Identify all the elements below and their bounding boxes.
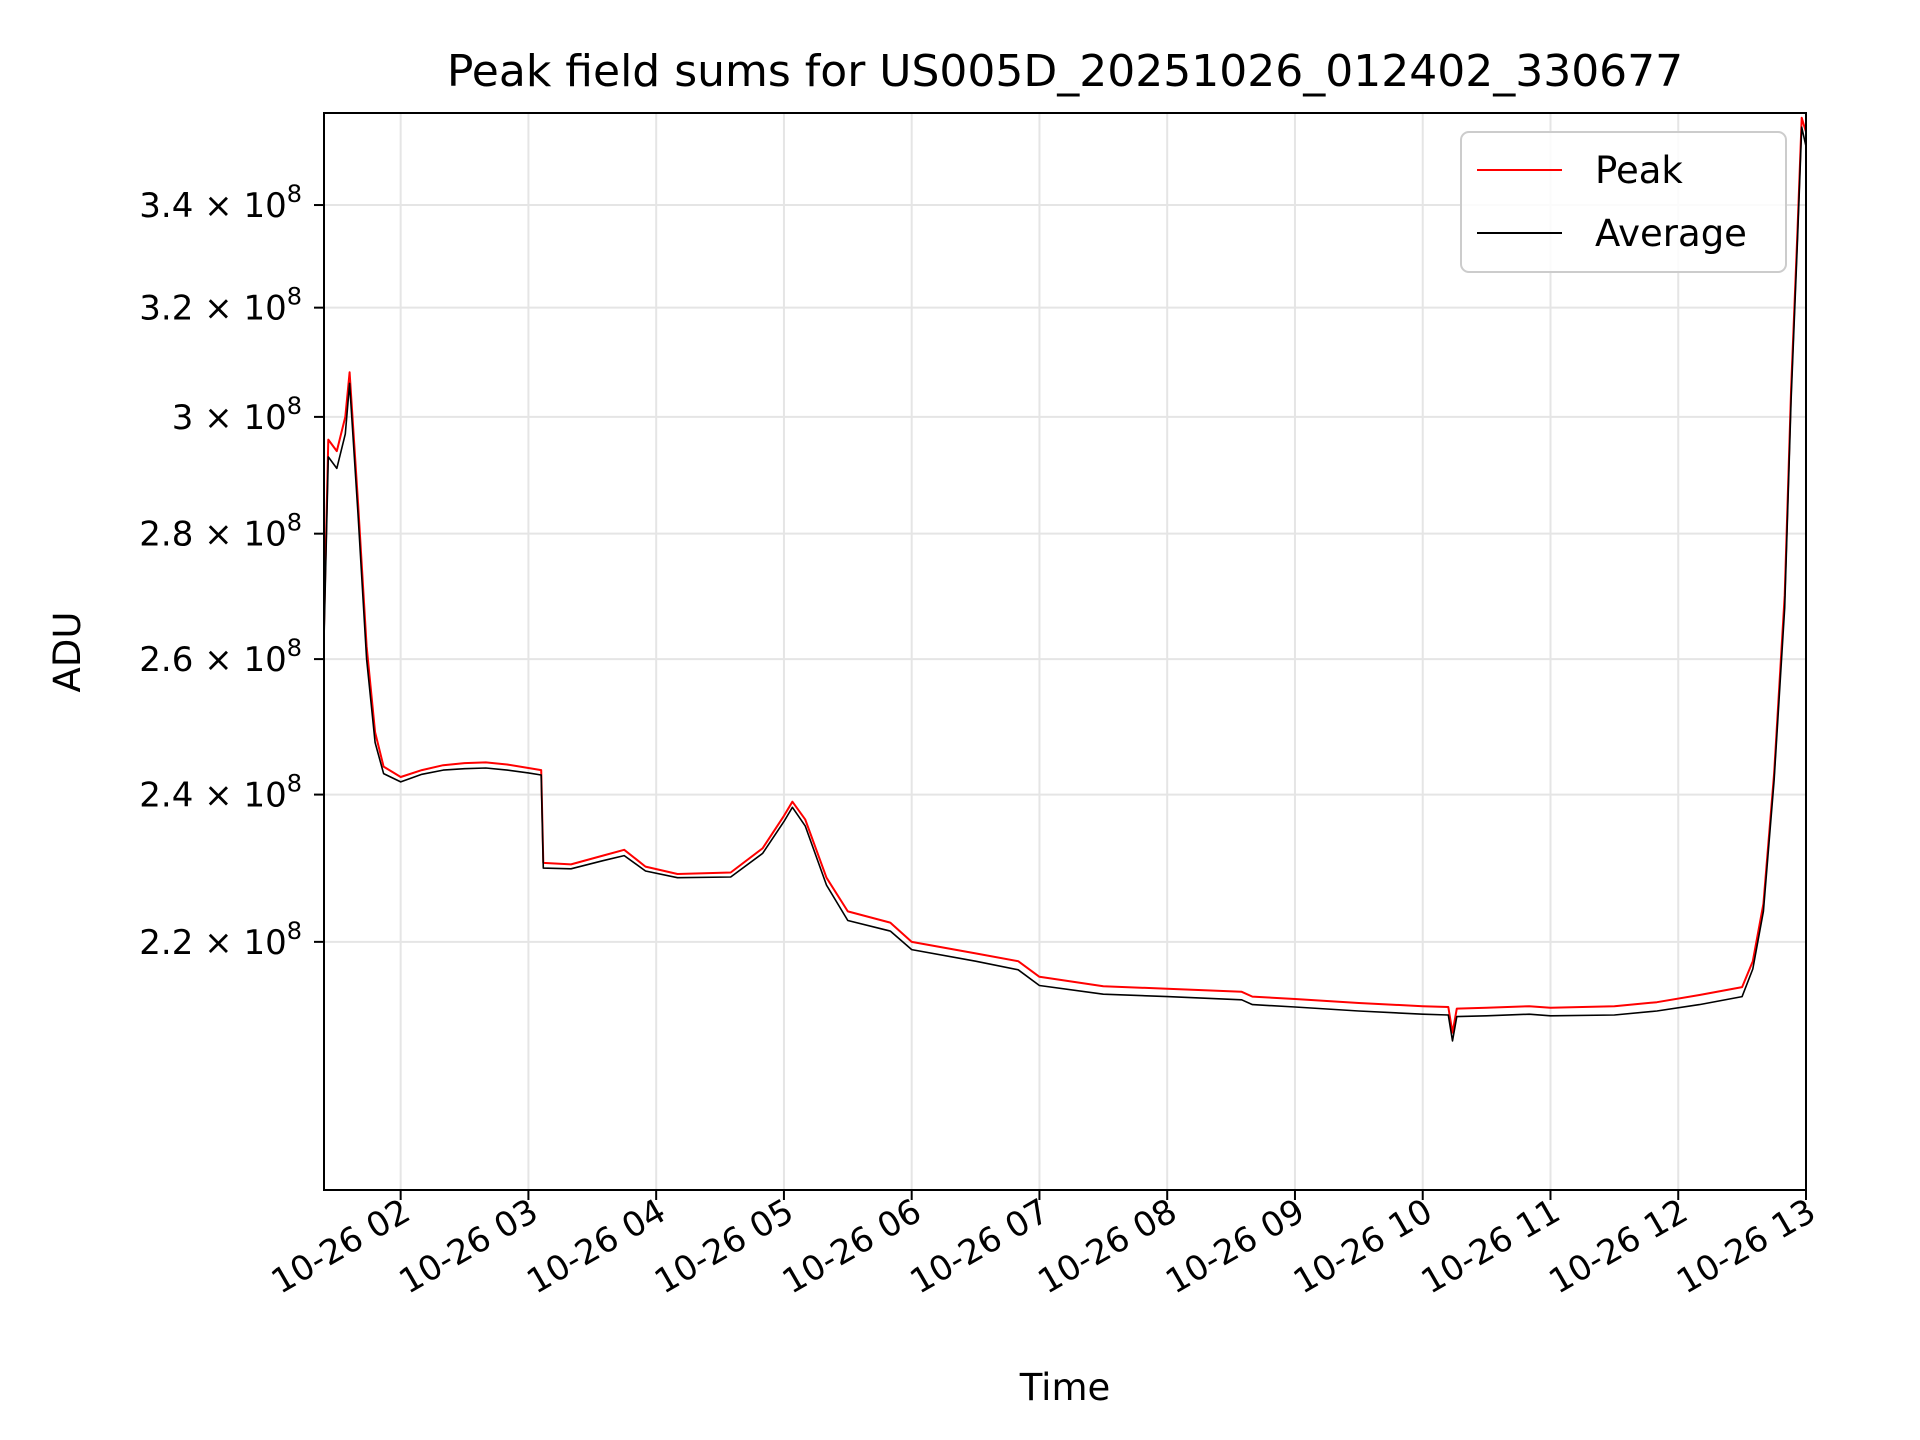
y-tick-label: 3.2 × 108: [139, 283, 302, 329]
plot-frame: [323, 112, 1807, 1191]
y-tick-label: 3 × 108: [172, 392, 302, 438]
x-axis-title: Time: [1019, 1366, 1111, 1409]
series-layer: [323, 116, 1807, 1042]
y-tick-label: 3.4 × 108: [139, 180, 302, 226]
legend-box: [1460, 131, 1787, 273]
y-tick-label: 2.4 × 108: [139, 770, 302, 816]
y-tick-label: 2.6 × 108: [139, 634, 302, 680]
legend: Peak Average: [1460, 131, 1787, 273]
y-axis-title: ADU: [46, 612, 89, 693]
legend-label-average: Average: [1595, 212, 1747, 255]
chart-title: Peak field sums for US005D_20251026_0124…: [447, 46, 1683, 97]
series-line-peak: [323, 116, 1807, 1034]
y-axis: 2.2 × 108 2.4 × 108 2.6 × 108 2.8 × 108 3 × …: [139, 180, 324, 963]
legend-label-peak: Peak: [1595, 149, 1683, 192]
series-line-average: [323, 126, 1807, 1042]
y-tick-label: 2.2 × 108: [139, 917, 302, 963]
y-tick-label: 2.8 × 108: [139, 509, 302, 555]
